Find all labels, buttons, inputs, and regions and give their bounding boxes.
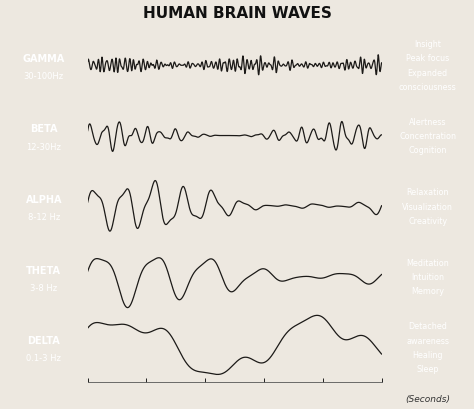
Text: DELTA: DELTA bbox=[27, 335, 60, 345]
Text: BETA: BETA bbox=[30, 124, 58, 134]
Text: Relaxation: Relaxation bbox=[407, 188, 449, 197]
Text: Creativity: Creativity bbox=[408, 216, 447, 225]
Text: Cognition: Cognition bbox=[409, 146, 447, 155]
Text: ALPHA: ALPHA bbox=[26, 195, 62, 204]
Text: Sleep: Sleep bbox=[417, 364, 439, 373]
Text: THETA: THETA bbox=[27, 265, 61, 275]
Text: Meditation: Meditation bbox=[406, 258, 449, 267]
Text: Detached: Detached bbox=[408, 321, 447, 330]
Text: HUMAN BRAIN WAVES: HUMAN BRAIN WAVES bbox=[143, 6, 331, 21]
Text: 3-8 Hz: 3-8 Hz bbox=[30, 283, 57, 292]
Text: (Seconds): (Seconds) bbox=[405, 394, 450, 403]
Text: consciousness: consciousness bbox=[399, 83, 456, 92]
Text: Expanded: Expanded bbox=[408, 68, 448, 77]
Text: 8-12 Hz: 8-12 Hz bbox=[27, 213, 60, 222]
Text: Concentration: Concentration bbox=[399, 132, 456, 141]
Text: 12-30Hz: 12-30Hz bbox=[27, 142, 61, 151]
Text: Healing: Healing bbox=[412, 350, 443, 359]
Text: Intuition: Intuition bbox=[411, 272, 444, 281]
Text: Alertness: Alertness bbox=[409, 118, 447, 127]
Text: 30-100Hz: 30-100Hz bbox=[24, 72, 64, 81]
Text: GAMMA: GAMMA bbox=[23, 54, 65, 64]
Text: Insight: Insight bbox=[414, 40, 441, 49]
Text: Peak focus: Peak focus bbox=[406, 54, 449, 63]
Text: Memory: Memory bbox=[411, 286, 444, 295]
Text: Visualization: Visualization bbox=[402, 202, 453, 211]
Text: awareness: awareness bbox=[406, 336, 449, 345]
Text: 0.1-3 Hz: 0.1-3 Hz bbox=[27, 353, 61, 362]
